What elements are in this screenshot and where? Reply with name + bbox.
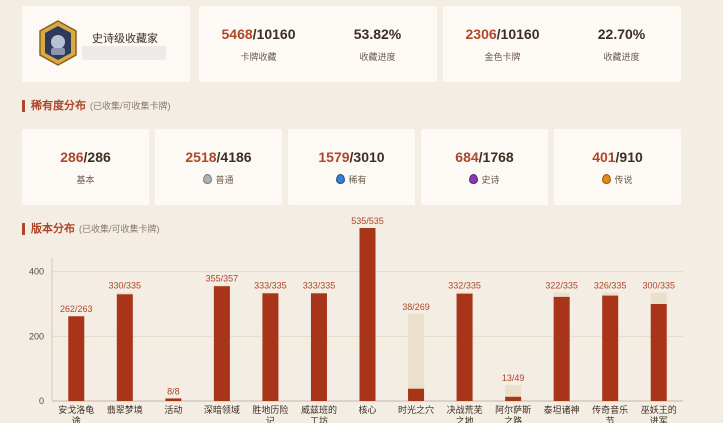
category-label: 翡翠梦境 [107, 404, 143, 415]
data-label: 330/335 [109, 281, 142, 291]
epic-gem-icon [469, 174, 479, 184]
category-label: 深暗领域 [204, 404, 240, 415]
data-label: 332/335 [448, 281, 481, 291]
expansion-section-title: 版本分布 (已收集/可收集卡牌) [22, 223, 160, 235]
rarity-label: 传说 [614, 175, 633, 185]
bar-collected [553, 296, 570, 401]
rarity-section-title: 稀有度分布 (已收集/可收集卡牌) [22, 100, 171, 112]
collection-summary-card: 5468/10160 卡牌收藏 53.82% 收藏进度 [199, 6, 437, 82]
golden-cards-value: 2306/10160 [465, 26, 540, 42]
bar-collected [505, 396, 522, 401]
bar-collected [310, 293, 327, 401]
category-label: 传奇音乐节 [592, 404, 628, 423]
data-label: 38/269 [402, 302, 430, 312]
collection-progress-value: 53.82% [353, 26, 402, 42]
cards-collected-value: 5468/10160 [221, 26, 296, 42]
cards-collected-label: 卡牌收藏 [240, 52, 277, 62]
rarity-card-common: 2518/4186 普通 [155, 129, 282, 205]
rarity-card-basic: 286/286 基本 [22, 129, 149, 205]
category-label: 时光之穴 [398, 404, 434, 415]
rarity-label: 普通 [215, 175, 234, 185]
golden-progress-value: 22.70% [597, 26, 646, 42]
rare-gem-icon [336, 174, 346, 184]
bar-collected [262, 293, 279, 401]
bar-collected [68, 316, 85, 401]
rarity-label: 史诗 [481, 175, 500, 185]
rarity-card-legendary: 401/910 传说 [554, 129, 681, 205]
bar-collected [213, 286, 230, 401]
rarity-card-rare: 1579/3010 稀有 [288, 129, 415, 205]
collector-title: 史诗级收藏家 [92, 33, 158, 45]
y-tick-label: 400 [29, 267, 44, 277]
data-label: 8/8 [167, 386, 180, 396]
rarity-value: 401/910 [592, 149, 643, 165]
rarity-value: 1579/3010 [318, 149, 385, 165]
collection-progress-label: 收藏进度 [359, 52, 396, 62]
category-label: 阿尔萨斯之路 [495, 404, 531, 423]
data-label: 300/335 [642, 281, 675, 291]
bar-collected [359, 228, 376, 401]
category-label: 安戈洛龟途 [58, 404, 94, 423]
bar-collected [602, 295, 619, 401]
data-label: 355/357 [206, 274, 239, 284]
data-label: 326/335 [594, 281, 627, 291]
category-label: 泰坦诸神 [544, 404, 580, 415]
data-label: 333/335 [254, 281, 287, 291]
category-label: 胜地历险记 [252, 404, 288, 423]
golden-progress-label: 收藏进度 [603, 52, 640, 62]
bar-collected [650, 303, 667, 401]
bar-collected [165, 398, 182, 401]
data-label: 322/335 [545, 281, 578, 291]
profile-card: 史诗级收藏家 [22, 6, 190, 82]
golden-cards-label: 金色卡牌 [484, 52, 521, 62]
bar-collected [116, 294, 133, 401]
y-tick-label: 0 [39, 396, 44, 406]
data-label: 535/535 [351, 216, 384, 226]
y-tick-label: 200 [29, 331, 44, 341]
category-label: 活动 [164, 404, 182, 415]
bar-collected [456, 293, 473, 401]
rarity-value: 684/1768 [455, 149, 514, 165]
username-blurred [82, 46, 166, 60]
category-label: 巫妖王的进军 [641, 404, 677, 423]
data-label: 13/49 [502, 373, 525, 383]
rarity-card-epic: 684/1768 史诗 [421, 129, 548, 205]
category-label: 威兹班的工坊 [301, 404, 337, 423]
golden-summary-card: 2306/10160 金色卡牌 22.70% 收藏进度 [443, 6, 681, 82]
rarity-value: 2518/4186 [185, 149, 252, 165]
data-label: 333/335 [303, 281, 336, 291]
rarity-label: 基本 [76, 175, 95, 185]
bar-total [408, 314, 425, 401]
rarity-label: 稀有 [348, 175, 367, 185]
data-label: 262/263 [60, 304, 93, 314]
common-gem-icon [203, 174, 213, 184]
category-label: 决战荒芜之地 [447, 404, 483, 423]
category-label: 核心 [358, 404, 376, 415]
legendary-gem-icon [602, 174, 612, 184]
bar-collected [408, 388, 425, 401]
rarity-value: 286/286 [60, 149, 111, 165]
player-badge-icon [38, 20, 78, 66]
